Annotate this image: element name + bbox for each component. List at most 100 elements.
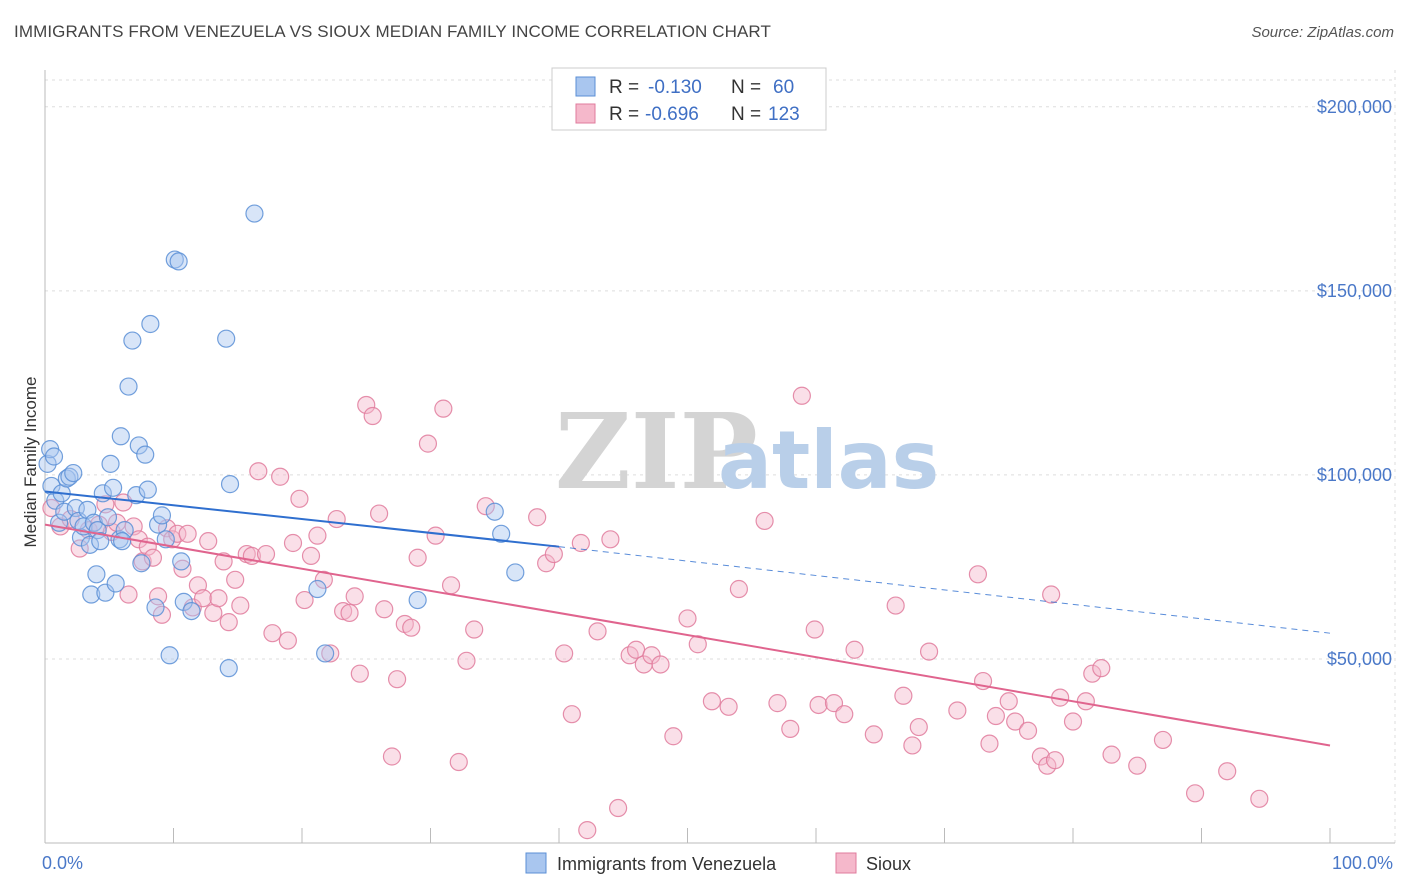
point-venezuela-58 bbox=[506, 563, 525, 582]
bottom-legend: Immigrants from Venezuela Sioux bbox=[525, 852, 911, 874]
point-sioux-16 bbox=[148, 587, 168, 606]
point-venezuela-37 bbox=[138, 480, 157, 499]
legend-n-value-2: 123 bbox=[768, 104, 800, 125]
point-venezuela-29 bbox=[111, 427, 130, 446]
point-venezuela-34 bbox=[129, 436, 148, 455]
point-sioux-69 bbox=[528, 508, 547, 527]
point-sioux-120 bbox=[1083, 664, 1102, 683]
point-sioux-100 bbox=[886, 596, 905, 615]
point-venezuela-41 bbox=[152, 506, 172, 525]
point-sioux-122 bbox=[1102, 745, 1121, 764]
legend-r-label-1: R = bbox=[609, 77, 639, 98]
point-sioux-21 bbox=[173, 559, 192, 578]
point-venezuela-45 bbox=[169, 252, 188, 271]
point-venezuela-17 bbox=[82, 585, 101, 604]
point-sioux-72 bbox=[555, 644, 574, 663]
point-sioux-71 bbox=[544, 544, 563, 564]
legend-r-value-1: -0.130 bbox=[648, 77, 702, 98]
x-tick-label-start: 0.0% bbox=[42, 853, 83, 873]
point-venezuela-10 bbox=[64, 463, 83, 483]
point-sioux-105 bbox=[948, 701, 967, 720]
bottom-legend-label-sioux: Sioux bbox=[866, 854, 911, 874]
point-venezuela-27 bbox=[106, 574, 125, 593]
point-sioux-50 bbox=[345, 587, 364, 606]
point-venezuela-33 bbox=[127, 486, 146, 505]
point-sioux-41 bbox=[290, 489, 309, 508]
point-sioux-110 bbox=[999, 692, 1018, 711]
point-sioux-113 bbox=[1031, 747, 1050, 766]
point-sioux-63 bbox=[434, 399, 453, 418]
watermark-atlas: atlas bbox=[718, 414, 939, 507]
point-sioux-98 bbox=[845, 640, 864, 659]
point-sioux-89 bbox=[729, 579, 749, 599]
trend-line-sioux bbox=[44, 523, 1331, 747]
point-sioux-91 bbox=[768, 694, 787, 713]
point-sioux-108 bbox=[980, 734, 999, 753]
point-sioux-104 bbox=[919, 642, 939, 661]
point-sioux-55 bbox=[375, 600, 394, 619]
point-venezuela-53 bbox=[308, 579, 327, 599]
point-sioux-124 bbox=[1153, 730, 1173, 750]
point-sioux-93 bbox=[792, 386, 811, 405]
point-venezuela-24 bbox=[98, 508, 118, 527]
trend-lines bbox=[44, 490, 1331, 747]
point-sioux-46 bbox=[321, 644, 340, 663]
point-venezuela-55 bbox=[408, 590, 427, 610]
point-venezuela-0 bbox=[38, 454, 57, 473]
point-sioux-67 bbox=[465, 620, 484, 639]
bottom-legend-label-venezuela: Immigrants from Venezuela bbox=[557, 854, 777, 874]
point-sioux-56 bbox=[382, 747, 402, 766]
point-sioux-45 bbox=[314, 570, 333, 589]
y-tick-labels: $50,000 $100,000 $150,000 $200,000 bbox=[1317, 97, 1392, 669]
point-sioux-60 bbox=[408, 548, 427, 567]
point-venezuela-26 bbox=[104, 478, 123, 497]
point-sioux-31 bbox=[226, 570, 245, 589]
point-sioux-83 bbox=[651, 655, 670, 674]
point-sioux-62 bbox=[426, 526, 445, 545]
point-sioux-44 bbox=[308, 526, 327, 545]
point-venezuela-16 bbox=[80, 535, 100, 554]
point-sioux-17 bbox=[152, 605, 172, 624]
point-sioux-51 bbox=[350, 664, 369, 683]
point-sioux-84 bbox=[664, 727, 683, 746]
point-venezuela-40 bbox=[148, 515, 168, 534]
legend-n-value-1: 60 bbox=[773, 77, 794, 98]
x-tick-labels: 0.0% 100.0% bbox=[42, 853, 1393, 873]
point-venezuela-19 bbox=[87, 565, 106, 584]
point-venezuela-39 bbox=[146, 598, 165, 617]
point-sioux-127 bbox=[1250, 789, 1269, 808]
point-sioux-92 bbox=[781, 719, 800, 738]
point-venezuela-25 bbox=[101, 454, 120, 473]
point-sioux-111 bbox=[1006, 712, 1025, 731]
point-sioux-70 bbox=[537, 554, 556, 573]
legend-n-label-2: N = bbox=[731, 104, 761, 125]
point-venezuela-46 bbox=[172, 552, 191, 571]
point-sioux-29 bbox=[214, 552, 233, 571]
point-sioux-54 bbox=[370, 504, 389, 523]
point-sioux-47 bbox=[327, 509, 346, 529]
point-sioux-59 bbox=[402, 618, 421, 637]
point-sioux-116 bbox=[1045, 751, 1065, 770]
source-credit: Source: ZipAtlas.com bbox=[1251, 24, 1394, 41]
point-venezuela-50 bbox=[219, 659, 238, 678]
point-sioux-103 bbox=[909, 717, 928, 737]
trend-line-venezuela-extended bbox=[558, 546, 1331, 634]
point-sioux-86 bbox=[688, 635, 707, 654]
watermark: ZIP atlas bbox=[555, 390, 939, 513]
point-sioux-76 bbox=[588, 622, 607, 641]
point-sioux-65 bbox=[449, 752, 468, 772]
point-sioux-118 bbox=[1063, 712, 1083, 731]
point-sioux-101 bbox=[894, 686, 913, 705]
point-sioux-123 bbox=[1128, 756, 1147, 775]
point-sioux-53 bbox=[363, 406, 382, 426]
point-venezuela-3 bbox=[44, 447, 64, 466]
point-sioux-39 bbox=[278, 631, 297, 650]
point-sioux-64 bbox=[441, 576, 461, 595]
point-sioux-75 bbox=[578, 821, 597, 840]
point-venezuela-59 bbox=[112, 532, 132, 551]
point-sioux-10 bbox=[119, 585, 138, 604]
point-sioux-25 bbox=[193, 589, 213, 608]
point-sioux-15 bbox=[143, 548, 163, 567]
legend-r-value-2: -0.696 bbox=[645, 104, 699, 125]
